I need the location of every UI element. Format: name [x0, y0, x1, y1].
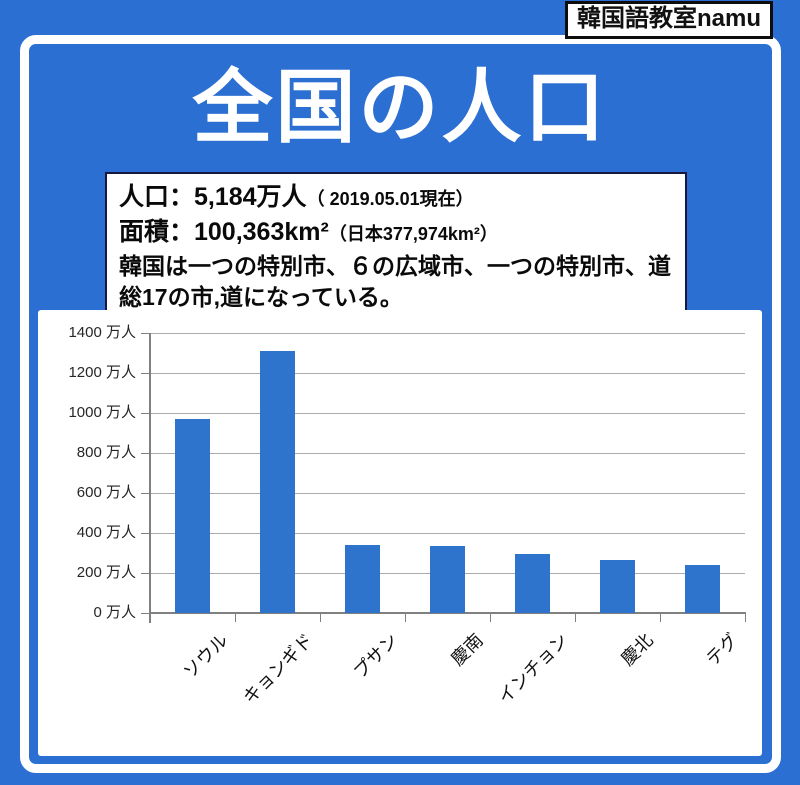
x-axis-line — [149, 612, 746, 614]
bar-キョンギド — [260, 351, 295, 613]
population-date-note: （ 2019.05.01現在） — [306, 189, 474, 209]
y-axis-tick-1200 — [141, 372, 149, 374]
x-axis-tick-0 — [150, 614, 151, 622]
bar-インチョン — [515, 554, 550, 613]
x-axis-tick-2 — [320, 614, 321, 622]
y-axis-label-1400: 1400 万人 — [68, 324, 136, 341]
y-axis-tick-0 — [141, 612, 149, 614]
y-axis-label-600: 600 万人 — [76, 484, 136, 501]
y-axis-label-400: 400 万人 — [76, 524, 136, 541]
y-axis-tick-400 — [141, 532, 149, 534]
bar-プサン — [345, 545, 380, 613]
y-axis-line — [149, 333, 151, 623]
y-axis-label-800: 800 万人 — [76, 444, 136, 461]
x-axis-tick-4 — [490, 614, 491, 622]
brand-badge: 韓国語教室namu — [564, 1, 773, 39]
chart-plot-area: 0 万人 200 万人 400 万人 600 万人 800 万人 1000 万人 1200 … — [68, 324, 746, 708]
gridline-1400 — [150, 332, 745, 334]
gridline-1000 — [150, 412, 745, 414]
y-axis-label-200: 200 万人 — [76, 564, 136, 581]
gridline-400 — [150, 532, 745, 534]
description-line-1: 韓国は一つの特別市、６の広域市、一つの特別市、道 — [119, 253, 671, 279]
population-fact: 人口：5,184万人（ 2019.05.01現在） — [119, 181, 673, 216]
area-comparison-note: （日本377,974km²） — [328, 224, 498, 244]
x-axis-tick-1 — [235, 614, 236, 622]
bar-ソウル — [175, 419, 210, 613]
y-axis-tick-200 — [141, 572, 149, 574]
area-value: 面積：100,363km² — [119, 218, 329, 246]
bar-慶北 — [600, 560, 635, 613]
y-axis-label-1000: 1000 万人 — [68, 404, 136, 421]
area-fact: 面積：100,363km²（日本377,974km²） — [119, 216, 673, 251]
y-axis-label-1200: 1200 万人 — [68, 364, 136, 381]
y-axis-tick-800 — [141, 452, 149, 454]
gridline-800 — [150, 452, 745, 454]
x-axis-tick-6 — [660, 614, 661, 622]
description-line-2: 総17の市,道になっている。 — [119, 284, 403, 310]
population-value: 人口：5,184万人 — [119, 183, 307, 211]
x-axis-tick-7 — [745, 614, 746, 622]
white-rounded-frame — [20, 35, 781, 773]
y-axis-tick-600 — [141, 492, 149, 494]
gridline-600 — [150, 492, 745, 494]
x-axis-tick-3 — [405, 614, 406, 622]
y-axis-label-0: 0 万人 — [93, 604, 136, 621]
page-title: 全国の人口 — [192, 63, 608, 152]
population-bar-chart: 0 万人 200 万人 400 万人 600 万人 800 万人 1000 万人 1200 … — [38, 310, 762, 756]
y-axis-tick-1400 — [141, 332, 149, 334]
x-axis-tick-5 — [575, 614, 576, 622]
bar-テグ — [685, 565, 720, 613]
info-box: 人口：5,184万人（ 2019.05.01現在） 面積：100,363km²（… — [105, 172, 687, 325]
bar-慶南 — [430, 546, 465, 613]
gridline-1200 — [150, 372, 745, 374]
y-axis-tick-1000 — [141, 412, 149, 414]
brand-badge-label: 韓国語教室namu — [576, 5, 761, 32]
